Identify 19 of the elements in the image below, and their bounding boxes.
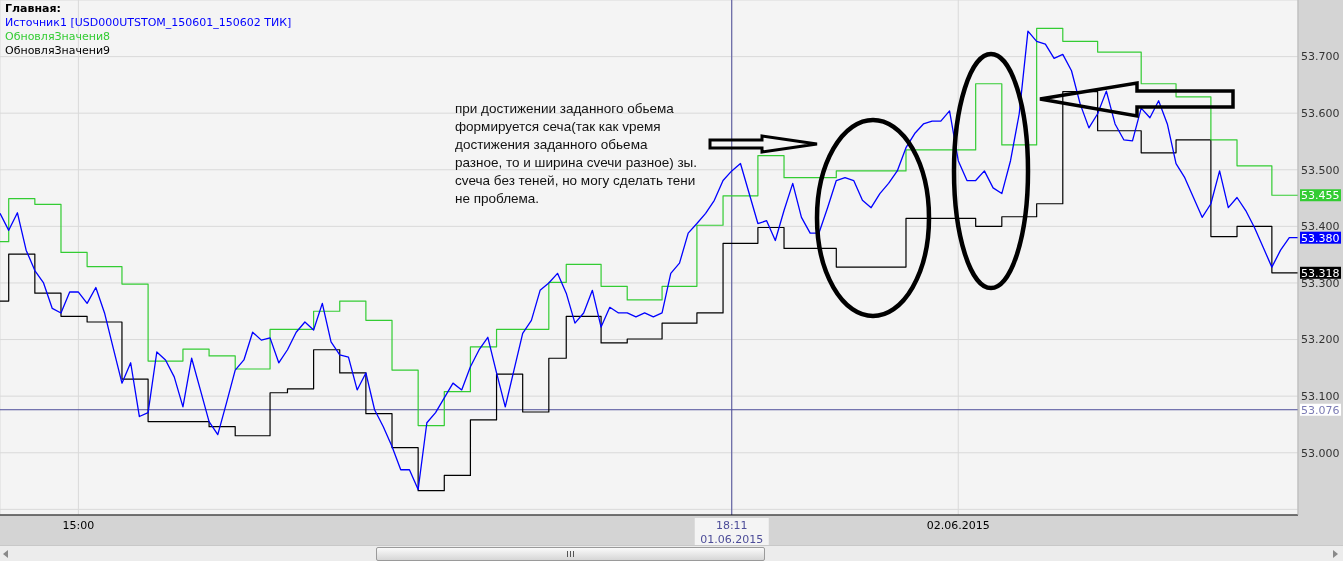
ref-line-label: 53.076 [1301, 403, 1340, 417]
text: ОбновляЗначени9 [5, 44, 112, 58]
x-tick-label: 15:00 [62, 519, 95, 532]
y-tick-label: 53.100 [1301, 390, 1340, 404]
y-tick-label: 53.500 [1301, 163, 1340, 177]
text: ОбновляЗначени8 [5, 30, 112, 44]
y-tick-label: 53.000 [1301, 446, 1340, 460]
x-tick-label: 02.06.2015 [926, 519, 990, 532]
chart-title: Главная: [5, 2, 61, 16]
data-label: 53.455 [1301, 189, 1340, 203]
y-tick-label: 53.700 [1301, 50, 1340, 64]
y-tick-label: 53.200 [1301, 333, 1340, 347]
y-tick-label: 53.600 [1301, 107, 1340, 121]
y-tick-label: 53.400 [1301, 220, 1340, 234]
annotation: при достижении заданного обьема формируется сеча(так как vремя достижения заданного обьема разное, то и ширина сvечи разное) зы. сvеча без теней, но могу сделать тени не проблема. [455, 100, 698, 208]
data-label: 53.318 [1301, 266, 1340, 280]
data-label: 53.380 [1301, 231, 1340, 245]
text: Источник1 [USD000UTSTOM_150601_150602 ТИК] [5, 16, 292, 30]
x-tick-label: 18:11 01.06.2015 [700, 519, 764, 546]
